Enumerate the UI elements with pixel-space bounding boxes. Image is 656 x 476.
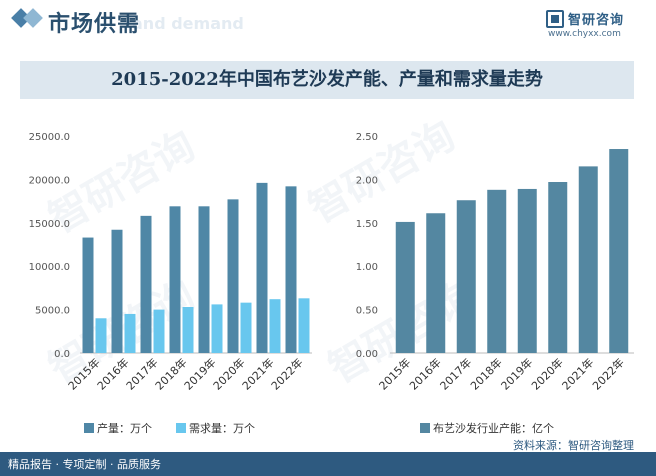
x-tick-label: 2015年 [376, 355, 413, 392]
bar-capacity [426, 213, 446, 353]
chart-title: 2015-2022年中国布艺沙发产能、产量和需求量走势 [111, 69, 543, 90]
y-tick-label: 5000.0 [35, 306, 70, 317]
x-tick-label: 2019年 [498, 355, 535, 392]
bar-capacity [548, 182, 568, 353]
bar-demand [269, 299, 281, 353]
x-tick-label: 2016年 [406, 355, 443, 392]
brand-name: 智研咨询 [568, 13, 625, 28]
y-tick-label: 10000.0 [29, 262, 70, 273]
bar-capacity [456, 200, 476, 353]
brand-logo[interactable]: 智研咨询 www.chyxx.com [546, 8, 638, 44]
bar-demand [182, 306, 194, 353]
legend-label-capacity: 布艺沙发行业产能：亿个 [433, 422, 554, 435]
footer-text: 精品报告 · 专项定制 · 品质服务 [8, 458, 161, 471]
bar-production [285, 186, 297, 353]
bar-production [227, 199, 239, 353]
footer-bar: 精品报告 · 专项定制 · 品质服务 [0, 452, 656, 476]
y-tick-label: 20000.0 [29, 175, 70, 186]
x-tick-label: 2020年 [528, 355, 565, 392]
legend-swatch-capacity [420, 423, 430, 433]
brand-logo-icon [546, 10, 564, 28]
source-note: 资料来源：智研咨询整理 [513, 439, 634, 452]
y-tick-label: 1.00 [356, 262, 378, 273]
x-tick-label: 2015年 [65, 355, 102, 392]
bar-capacity [578, 166, 598, 353]
bar-capacity [609, 149, 629, 353]
y-tick-label: 2.00 [356, 175, 378, 186]
header-ghost-text: and demand [132, 14, 244, 33]
y-tick-label: 0.50 [356, 306, 378, 317]
y-tick-label: 15000.0 [29, 219, 70, 230]
x-tick-label: 2017年 [437, 355, 474, 392]
x-tick-label: 2021年 [559, 355, 596, 392]
x-tick-label: 2018年 [467, 355, 504, 392]
y-tick-label: 2.50 [356, 132, 378, 143]
bar-production [111, 229, 123, 353]
x-tick-label: 2019年 [181, 355, 218, 392]
legend-swatch-demand [176, 423, 186, 433]
bar-production [140, 215, 152, 353]
header: and demand 市场供需 [0, 0, 656, 48]
section-title: 市场供需 [48, 12, 141, 37]
bar-capacity [395, 221, 415, 353]
bar-production [256, 182, 268, 353]
legend-swatch-production [84, 423, 94, 433]
brand-url[interactable]: www.chyxx.com [548, 29, 621, 39]
x-tick-label: 2017年 [123, 355, 160, 392]
y-tick-label: 1.50 [356, 219, 378, 230]
chart-title-bar: 2015-2022年中国布艺沙发产能、产量和需求量走势 [20, 61, 634, 99]
bar-production [169, 206, 181, 353]
x-tick-label: 2022年 [268, 355, 305, 392]
x-tick-label: 2018年 [152, 355, 189, 392]
x-tick-label: 2022年 [589, 355, 626, 392]
legend-label-production: 产量：万个 [97, 422, 152, 435]
legend-label-demand: 需求量：万个 [189, 422, 255, 435]
bar-demand [211, 304, 223, 353]
bar-demand [95, 318, 107, 353]
x-tick-label: 2016年 [94, 355, 131, 392]
x-tick-label: 2021年 [239, 355, 276, 392]
bar-production [82, 237, 94, 353]
bar-capacity [517, 188, 537, 353]
y-tick-label: 0.0 [54, 349, 70, 360]
bar-production [198, 206, 210, 353]
bar-capacity [487, 189, 507, 353]
bar-demand [240, 302, 252, 353]
bar-demand [124, 313, 136, 353]
y-tick-label: 25000.0 [29, 132, 70, 143]
bar-demand [153, 309, 165, 353]
x-tick-label: 2020年 [210, 355, 247, 392]
y-tick-label: 0.00 [356, 349, 378, 360]
bar-demand [298, 298, 310, 353]
